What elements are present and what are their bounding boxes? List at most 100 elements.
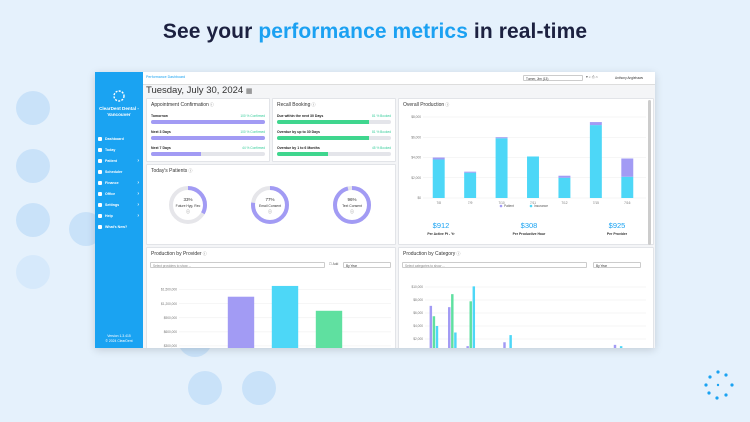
menu-item[interactable]: Patient [98, 155, 142, 166]
x-tick-label: 7/12 [561, 201, 567, 205]
y-tick-label: $2,000 [413, 337, 423, 341]
toolbar-icons[interactable]: ▾ ⌕ ⎙ ⌂ [586, 75, 598, 79]
progress-track [277, 120, 391, 124]
panel-title: Overall Production [403, 102, 449, 108]
version-info: Version 1.3.415 © 2024 ClearDent [95, 334, 143, 344]
scrollbar[interactable] [648, 100, 651, 245]
progress-track [151, 120, 265, 124]
bar [619, 346, 623, 348]
bar-segment [621, 158, 634, 177]
period-select[interactable]: By Year [343, 262, 391, 268]
bar-segment [527, 156, 539, 198]
progress-fill [151, 136, 265, 140]
menu-item[interactable]: Scheduler [98, 166, 142, 177]
menu-item[interactable]: Office [98, 188, 142, 199]
bar-segment [621, 176, 634, 198]
menu-item[interactable]: Finance [98, 177, 142, 188]
y-tick-label: $1,200,000 [161, 302, 177, 306]
bar [509, 335, 512, 348]
chart: $0 $2,000 $4,000 $6,000 $8,000 7/8 7/9 7/10 7/11… [411, 115, 646, 208]
provider-panel: Production by Provider Select providers … [146, 247, 396, 348]
ring-label: Text Consent [342, 204, 362, 208]
legend-swatch [529, 204, 533, 208]
y-tick-label: $1,500,000 [161, 288, 177, 292]
user-menu[interactable]: Anthony Anglehaws [613, 75, 653, 81]
y-tick-label: $6,000 [411, 135, 421, 139]
y-tick-label: $6,000 [413, 311, 423, 315]
row-value: 100 % Confirmed [240, 114, 265, 118]
y-tick-label: $0 [417, 196, 421, 200]
date-heading: Tuesday, July 30, 2024 ▦ [146, 85, 253, 96]
bar-segment [464, 172, 477, 198]
bar [227, 296, 255, 348]
panel-title: Production by Category [403, 251, 460, 257]
sidebar: ClearDent Dental - Vancouver Dashboard To… [95, 72, 143, 348]
menu: DashboardTodayPatientSchedulerFinanceOff… [98, 133, 142, 232]
bar [432, 316, 436, 348]
bar-segment [495, 138, 508, 198]
menu-item[interactable]: What's New? [98, 221, 142, 232]
progress-track [151, 136, 265, 140]
ring-icon: ⓘ [350, 208, 354, 214]
top-bar: Performance Dashboard Turner, Jim (13) ▾… [143, 72, 655, 85]
y-tick-label: $4,000 [413, 324, 423, 328]
progress-fill [151, 120, 265, 124]
headline-highlight: performance metrics [258, 20, 468, 43]
x-tick-label: 7/10 [498, 201, 504, 205]
legend-label: Insurance [534, 204, 548, 208]
progress-track [277, 136, 391, 140]
period-select[interactable]: By Year [593, 262, 641, 268]
bar [451, 294, 454, 348]
y-tick-label: $8,000 [413, 298, 423, 302]
clinic-name: ClearDent Dental - Vancouver [99, 106, 139, 117]
row-label: Overdue by 1 to 6 Months [277, 146, 320, 150]
bar-segment [558, 177, 571, 198]
bar-segment [589, 125, 602, 198]
stat-label: Per Active Pt - Yr [427, 232, 455, 236]
bar-segment [558, 175, 571, 178]
row-label: Overdue by up to 30 Days [277, 130, 320, 134]
row-label: Next 7 Days [151, 146, 171, 150]
bar-segment [589, 122, 602, 126]
bar [466, 346, 469, 348]
bar-segment [495, 137, 508, 139]
provider-select[interactable]: Turner, Jim (13) [523, 75, 583, 81]
headline-text: See your [162, 20, 253, 43]
row-label: Tomorrow [151, 114, 168, 118]
progress-track [151, 152, 265, 156]
row-value: 81 % Booked [372, 130, 391, 134]
stat-value: $912 [432, 221, 450, 230]
appointment-panel: Appointment Confirmation Tomorrow 100 % C… [146, 98, 270, 162]
progress-fill [277, 152, 329, 156]
menu-item[interactable]: Help [98, 210, 142, 221]
bar [469, 301, 472, 348]
provider-filter[interactable]: Select providers to show ... [150, 262, 325, 268]
progress-fill [151, 152, 202, 156]
menu-item[interactable]: Today [98, 144, 142, 155]
breadcrumb: Performance Dashboard [146, 75, 186, 79]
panel-title: Recall Booking [277, 102, 315, 108]
menu-item[interactable]: Settings [98, 199, 142, 210]
add-checkbox[interactable]: ☐ Add [329, 262, 339, 266]
bar [613, 344, 617, 348]
y-tick-label: $900,000 [164, 316, 178, 320]
y-tick-label: $8,000 [411, 115, 421, 119]
bar-segment [432, 159, 445, 198]
ring-arc [169, 186, 207, 224]
chart: $300,000 $600,000 $900,000 $1,200,000 $1,500… [161, 285, 391, 348]
x-tick-label: 7/15 [593, 201, 599, 205]
bar [315, 310, 343, 348]
y-tick-label: $4,000 [411, 156, 421, 160]
legend-label: Patient [504, 204, 514, 208]
category-filter[interactable]: Select categories to show ... [402, 262, 587, 268]
stat-label: Per Productive Hour [512, 232, 546, 236]
panel-title: Today's Patients [151, 168, 192, 174]
progress-fill [277, 136, 370, 140]
menu-item[interactable]: Dashboard [98, 133, 142, 144]
app-window: ClearDent Dental - Vancouver Dashboard To… [95, 72, 655, 348]
panel-title: Production by Provider [151, 251, 207, 257]
version: Version 1.3.415 [107, 334, 131, 338]
x-tick-label: 7/11 [530, 201, 536, 205]
